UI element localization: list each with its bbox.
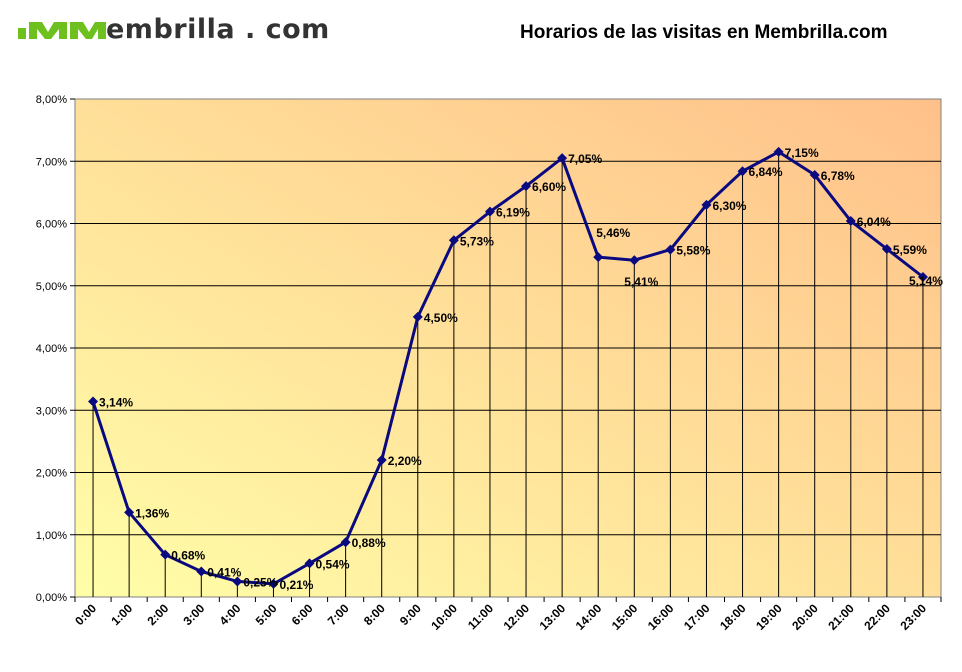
y-tick-label: 3,00% — [36, 405, 67, 417]
x-tick-label: 21:00 — [825, 601, 857, 633]
data-point — [701, 199, 712, 210]
data-point — [376, 455, 387, 466]
logo-text: embrilla . com — [106, 13, 330, 45]
data-point — [124, 507, 135, 518]
x-tick-label: 17:00 — [681, 601, 713, 633]
data-point — [917, 272, 928, 283]
data-label: 6,84% — [749, 165, 783, 179]
x-tick-label: 16:00 — [645, 601, 677, 633]
data-point — [88, 396, 99, 407]
data-point — [881, 244, 892, 255]
x-tick-label: 2:00 — [144, 601, 171, 628]
x-tick-label: 23:00 — [897, 601, 929, 633]
membrilla-logo-mark-icon — [18, 22, 106, 39]
data-label: 6,30% — [712, 199, 746, 213]
x-tick-label: 12:00 — [501, 601, 533, 633]
x-tick-label: 9:00 — [397, 601, 424, 628]
x-tick-label: 6:00 — [289, 601, 316, 628]
data-point — [665, 244, 676, 255]
data-label: 6,60% — [532, 180, 566, 194]
data-label: 5,14% — [909, 274, 943, 288]
data-label: 0,88% — [352, 536, 386, 550]
data-label: 0,21% — [279, 578, 313, 592]
x-tick-label: 19:00 — [753, 601, 785, 633]
x-tick-label: 10:00 — [428, 601, 460, 633]
data-label: 5,73% — [460, 234, 494, 248]
x-tick-label: 4:00 — [217, 601, 244, 628]
data-label: 7,05% — [568, 152, 602, 166]
data-label: 6,78% — [821, 169, 855, 183]
data-label: 0,41% — [207, 565, 241, 579]
x-tick-label: 20:00 — [789, 601, 821, 633]
data-point — [160, 549, 171, 560]
x-tick-label: 0:00 — [72, 601, 99, 628]
data-point — [304, 558, 315, 569]
data-point — [737, 166, 748, 177]
data-point — [629, 255, 640, 266]
data-label: 2,20% — [388, 454, 422, 468]
data-point — [268, 578, 279, 589]
data-label: 5,58% — [676, 244, 710, 258]
data-label: 6,19% — [496, 206, 530, 220]
data-point — [593, 252, 604, 263]
data-label: 3,14% — [99, 396, 133, 410]
y-tick-label: 0,00% — [36, 592, 67, 604]
data-point — [557, 153, 568, 164]
data-label: 0,68% — [171, 549, 205, 563]
x-tick-label: 14:00 — [573, 601, 605, 633]
x-tick-label: 22:00 — [861, 601, 893, 633]
data-point — [773, 146, 784, 157]
data-label: 0,25% — [243, 575, 277, 589]
data-point — [484, 206, 495, 217]
x-tick-label: 3:00 — [181, 601, 208, 628]
data-label: 7,15% — [785, 146, 819, 160]
x-tick-label: 7:00 — [325, 601, 352, 628]
data-point — [196, 566, 207, 577]
data-point — [232, 576, 243, 587]
x-tick-label: 8:00 — [361, 601, 388, 628]
data-point — [340, 537, 351, 548]
x-tick-label: 5:00 — [253, 601, 280, 628]
x-tick-label: 11:00 — [465, 601, 496, 632]
chart-title: Horarios de las visitas en Membrilla.com — [520, 22, 888, 43]
y-tick-label: 1,00% — [36, 530, 67, 542]
data-label: 0,54% — [316, 557, 350, 571]
gridlines — [75, 160, 941, 536]
x-tick-label: 18:00 — [717, 601, 749, 633]
data-point — [809, 169, 820, 180]
series-line — [91, 150, 924, 586]
data-point — [412, 311, 423, 322]
data-label: 4,50% — [424, 311, 458, 325]
y-tick-label: 8,00% — [36, 94, 67, 106]
x-tick-label: 13:00 — [537, 601, 569, 633]
data-point — [521, 181, 532, 192]
drop-lines — [92, 151, 924, 597]
x-tick-label: 1:00 — [108, 601, 135, 628]
data-label: 5,41% — [624, 275, 658, 289]
y-tick-label: 5,00% — [36, 281, 67, 293]
data-label: 1,36% — [135, 506, 169, 520]
x-tick-label: 15:00 — [609, 601, 641, 633]
data-point — [448, 235, 459, 246]
y-tick-label: 2,00% — [36, 468, 67, 480]
x-axis: 0:00 1:00 2:00 3:00 4:00 5:00 6:00 7:00 8:00 9:00… — [72, 597, 942, 633]
series-markers — [88, 146, 928, 589]
y-tick-label: 6,00% — [36, 219, 67, 231]
data-label: 6,04% — [857, 215, 891, 229]
data-label: 5,46% — [596, 226, 630, 240]
y-tick-label: 7,00% — [36, 156, 67, 168]
y-tick-label: 4,00% — [36, 343, 67, 355]
logo: embrilla . com — [18, 12, 330, 46]
data-labels: 3,14% 1,36% 0,68%0,41%0,25% 0,21%0,54%0,88%… — [99, 146, 943, 592]
y-axis: 0,00% 1,00% 2,00% 3,00% 4,00% 5,00% 6,00% 7,00%… — [36, 94, 75, 604]
data-label: 5,59% — [893, 243, 927, 257]
data-point — [845, 216, 856, 227]
